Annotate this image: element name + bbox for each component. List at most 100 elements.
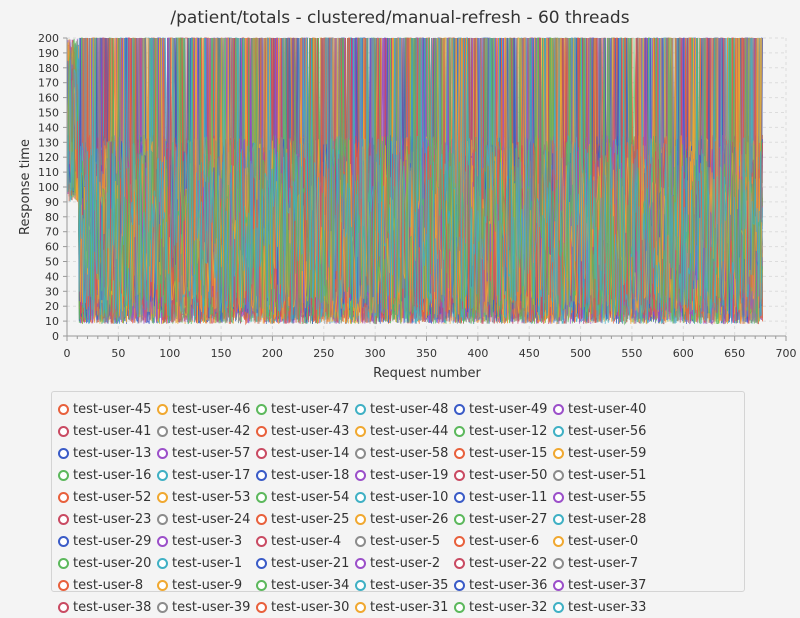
legend-item-test-user-27[interactable]: test-user-27 (454, 508, 553, 530)
legend-item-test-user-7[interactable]: test-user-7 (553, 552, 652, 574)
legend-item-test-user-49[interactable]: test-user-49 (454, 398, 553, 420)
legend-item-test-user-59[interactable]: test-user-59 (553, 442, 652, 464)
legend-symbol (553, 425, 564, 437)
legend-label: test-user-48 (370, 401, 449, 417)
legend-item-test-user-17[interactable]: test-user-17 (157, 464, 256, 486)
legend-item-test-user-12[interactable]: test-user-12 (454, 420, 553, 442)
legend-item-test-user-2[interactable]: test-user-2 (355, 552, 454, 574)
legend-item-test-user-38[interactable]: test-user-38 (58, 596, 157, 618)
legend-item-test-user-23[interactable]: test-user-23 (58, 508, 157, 530)
legend-item-test-user-40[interactable]: test-user-40 (553, 398, 652, 420)
legend-item-test-user-3[interactable]: test-user-3 (157, 530, 256, 552)
legend-symbol (157, 535, 168, 547)
legend-item-test-user-31[interactable]: test-user-31 (355, 596, 454, 618)
legend-item-test-user-30[interactable]: test-user-30 (256, 596, 355, 618)
legend-label: test-user-35 (370, 577, 449, 593)
legend-symbol (454, 425, 465, 437)
legend-label: test-user-44 (370, 423, 449, 439)
legend-symbol (58, 601, 69, 613)
legend-item-test-user-48[interactable]: test-user-48 (355, 398, 454, 420)
legend-symbol (553, 557, 564, 569)
legend-label: test-user-41 (73, 423, 152, 439)
legend-item-test-user-58[interactable]: test-user-58 (355, 442, 454, 464)
y-tick-label: 200 (38, 32, 59, 45)
legend-label: test-user-58 (370, 445, 449, 461)
legend-item-test-user-8[interactable]: test-user-8 (58, 574, 157, 596)
legend-item-test-user-21[interactable]: test-user-21 (256, 552, 355, 574)
legend-item-test-user-13[interactable]: test-user-13 (58, 442, 157, 464)
legend-item-test-user-36[interactable]: test-user-36 (454, 574, 553, 596)
legend-item-test-user-16[interactable]: test-user-16 (58, 464, 157, 486)
legend-symbol (454, 469, 465, 481)
legend-item-test-user-19[interactable]: test-user-19 (355, 464, 454, 486)
legend-item-test-user-43[interactable]: test-user-43 (256, 420, 355, 442)
legend-item-test-user-1[interactable]: test-user-1 (157, 552, 256, 574)
legend-symbol (256, 491, 267, 503)
legend-item-test-user-15[interactable]: test-user-15 (454, 442, 553, 464)
legend-item-test-user-25[interactable]: test-user-25 (256, 508, 355, 530)
legend-label: test-user-26 (370, 511, 449, 527)
legend-item-test-user-14[interactable]: test-user-14 (256, 442, 355, 464)
legend-item-test-user-0[interactable]: test-user-0 (553, 530, 652, 552)
legend-label: test-user-31 (370, 599, 449, 615)
legend-item-test-user-46[interactable]: test-user-46 (157, 398, 256, 420)
legend-label: test-user-5 (370, 533, 441, 549)
legend-label: test-user-23 (73, 511, 152, 527)
legend-item-test-user-22[interactable]: test-user-22 (454, 552, 553, 574)
legend-item-test-user-52[interactable]: test-user-52 (58, 486, 157, 508)
legend-item-test-user-28[interactable]: test-user-28 (553, 508, 652, 530)
legend-item-test-user-18[interactable]: test-user-18 (256, 464, 355, 486)
legend-item-test-user-53[interactable]: test-user-53 (157, 486, 256, 508)
legend-item-test-user-50[interactable]: test-user-50 (454, 464, 553, 486)
legend-item-test-user-42[interactable]: test-user-42 (157, 420, 256, 442)
legend-symbol (256, 513, 267, 525)
legend-item-test-user-47[interactable]: test-user-47 (256, 398, 355, 420)
legend-symbol (553, 579, 564, 591)
chart-legend: test-user-45 test-user-46 test-user-47 test… (51, 391, 745, 615)
y-tick-label: 110 (38, 166, 59, 179)
y-tick-label: 30 (45, 285, 59, 298)
legend-symbol (553, 601, 564, 613)
legend-label: test-user-18 (271, 467, 350, 483)
legend-item-test-user-6[interactable]: test-user-6 (454, 530, 553, 552)
legend-label: test-user-7 (568, 555, 639, 571)
legend-item-test-user-41[interactable]: test-user-41 (58, 420, 157, 442)
legend-item-test-user-44[interactable]: test-user-44 (355, 420, 454, 442)
legend-symbol (355, 601, 366, 613)
x-tick-label: 250 (313, 347, 334, 360)
legend-symbol (58, 535, 69, 547)
legend-item-test-user-5[interactable]: test-user-5 (355, 530, 454, 552)
legend-item-test-user-45[interactable]: test-user-45 (58, 398, 157, 420)
legend-symbol (355, 447, 366, 459)
legend-item-test-user-34[interactable]: test-user-34 (256, 574, 355, 596)
legend-item-test-user-11[interactable]: test-user-11 (454, 486, 553, 508)
legend-symbol (256, 535, 267, 547)
legend-item-test-user-39[interactable]: test-user-39 (157, 596, 256, 618)
legend-item-test-user-56[interactable]: test-user-56 (553, 420, 652, 442)
legend-item-test-user-24[interactable]: test-user-24 (157, 508, 256, 530)
legend-item-test-user-54[interactable]: test-user-54 (256, 486, 355, 508)
x-tick-label: 550 (621, 347, 642, 360)
legend-item-test-user-4[interactable]: test-user-4 (256, 530, 355, 552)
legend-item-test-user-35[interactable]: test-user-35 (355, 574, 454, 596)
legend-item-test-user-33[interactable]: test-user-33 (553, 596, 652, 618)
x-tick-label: 600 (673, 347, 694, 360)
series-line-test-user-33 (66, 37, 763, 324)
legend-item-test-user-57[interactable]: test-user-57 (157, 442, 256, 464)
legend-item-test-user-29[interactable]: test-user-29 (58, 530, 157, 552)
legend-item-test-user-32[interactable]: test-user-32 (454, 596, 553, 618)
legend-item-test-user-51[interactable]: test-user-51 (553, 464, 652, 486)
x-tick-label: 300 (365, 347, 386, 360)
legend-symbol (553, 447, 564, 459)
legend-item-test-user-20[interactable]: test-user-20 (58, 552, 157, 574)
legend-item-test-user-37[interactable]: test-user-37 (553, 574, 652, 596)
legend-symbol (355, 579, 366, 591)
legend-symbol (157, 491, 168, 503)
legend-item-test-user-9[interactable]: test-user-9 (157, 574, 256, 596)
legend-item-test-user-55[interactable]: test-user-55 (553, 486, 652, 508)
legend-item-test-user-26[interactable]: test-user-26 (355, 508, 454, 530)
y-tick-label: 150 (38, 107, 59, 120)
y-tick-label: 180 (38, 62, 59, 75)
legend-symbol (157, 469, 168, 481)
legend-item-test-user-10[interactable]: test-user-10 (355, 486, 454, 508)
